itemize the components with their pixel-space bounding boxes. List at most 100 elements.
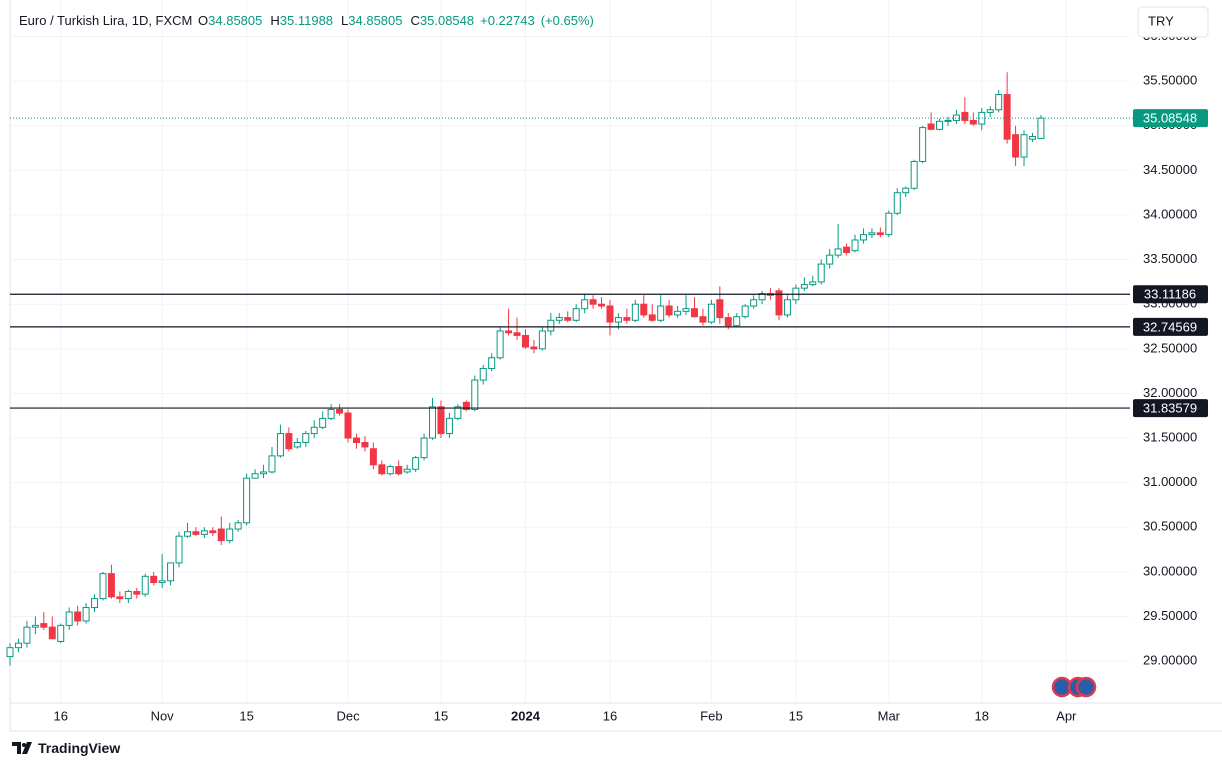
candle-body <box>65 611 73 626</box>
y-tick-label: 30.50000 <box>1143 519 1197 534</box>
candle-body <box>961 111 969 121</box>
candle-body <box>893 192 901 214</box>
candle-body <box>462 401 470 410</box>
candle-body <box>859 234 867 241</box>
candle-body <box>843 246 851 253</box>
currency-button[interactable] <box>1137 6 1209 38</box>
price-tag <box>1133 285 1208 304</box>
candle-body <box>538 330 546 350</box>
candle-body <box>876 232 884 236</box>
candle-body <box>234 522 242 530</box>
candle-body <box>505 330 513 334</box>
legend-key: C <box>410 13 420 28</box>
candle-body <box>6 647 14 658</box>
candle-body <box>302 433 310 443</box>
event-icon <box>1075 676 1097 698</box>
candle-body <box>783 299 791 316</box>
y-tick-label: 31.00000 <box>1143 474 1197 489</box>
candle-body <box>268 455 276 473</box>
candle-body <box>217 528 225 542</box>
change-percent: (+0.65%) <box>540 13 594 28</box>
brand-text: TradingView <box>38 740 121 756</box>
y-tick-label: 33.50000 <box>1143 251 1197 266</box>
candle-body <box>986 109 994 113</box>
candle-body <box>209 530 217 534</box>
candle-body <box>124 590 132 600</box>
candle-body <box>1003 94 1011 140</box>
candle-body <box>826 254 834 265</box>
candle-body <box>82 607 90 622</box>
candle-body <box>226 528 234 542</box>
last-price-tag <box>1133 109 1208 128</box>
y-tick-label: 34.50000 <box>1143 162 1197 177</box>
candle-body <box>775 290 783 316</box>
candle-body <box>1028 135 1036 140</box>
candle-body <box>995 94 1003 111</box>
x-tick-label: Dec <box>336 708 360 723</box>
candle-body <box>606 305 614 323</box>
candle-body <box>183 531 191 537</box>
candle-body <box>885 212 893 236</box>
candle-body <box>657 305 665 321</box>
candle-body <box>690 308 698 318</box>
x-tick-label: 15 <box>434 708 448 723</box>
candle-body <box>868 232 876 236</box>
candle-body <box>699 316 707 323</box>
x-tick-label: 15 <box>239 708 253 723</box>
candle-body <box>1020 134 1028 158</box>
candle-body <box>386 466 394 475</box>
legend-key: H <box>270 13 280 28</box>
legend-value: 35.08548 <box>419 13 475 28</box>
x-tick-label: 15 <box>789 708 803 723</box>
candle-body <box>614 317 622 323</box>
candle-body <box>395 466 403 475</box>
candle-body <box>969 119 977 125</box>
candle-body <box>741 305 749 318</box>
candle-body <box>488 357 496 369</box>
candle-body <box>369 448 377 466</box>
candle-body <box>285 433 293 450</box>
candle-body <box>293 441 301 448</box>
candle-body <box>944 119 952 122</box>
candle-body <box>581 299 589 310</box>
candle-body <box>564 317 572 321</box>
candle-body <box>23 626 31 644</box>
y-tick-label: 35.50000 <box>1143 73 1197 88</box>
candle-body <box>927 123 935 130</box>
currency-button-label: TRY <box>1148 13 1174 28</box>
symbol-header: Euro / Turkish Lira, 1D, FXCM O34.85805 H… <box>19 13 600 28</box>
candle-body <box>40 623 48 628</box>
candle-body <box>361 441 369 448</box>
legend-value: 35.11988 <box>279 13 334 28</box>
y-tick-label: 34.00000 <box>1143 206 1197 221</box>
x-tick-label: Apr <box>1056 708 1077 723</box>
candle-body <box>420 437 428 459</box>
candle-body <box>530 346 538 350</box>
candle-body <box>150 575 158 584</box>
legend-key: O <box>198 13 209 28</box>
y-tick-label: 32.00000 <box>1143 385 1197 400</box>
candle-body <box>251 473 259 479</box>
legend-value: 34.85805 <box>208 13 263 28</box>
candle-body <box>310 426 318 435</box>
candle-body <box>1037 117 1045 139</box>
y-tick-label: 29.00000 <box>1143 653 1197 668</box>
candle-body <box>14 642 22 649</box>
candle-body <box>598 303 606 307</box>
candle-body <box>648 314 656 321</box>
x-tick-label: Mar <box>878 708 901 723</box>
candle-body <box>445 417 453 435</box>
candle-body <box>733 316 741 327</box>
candle-body <box>57 624 65 642</box>
candle-body <box>665 305 673 316</box>
candle-body <box>809 281 817 286</box>
candle-body <box>31 624 39 628</box>
candle-body <box>319 417 327 428</box>
x-tick-label: Nov <box>151 708 175 723</box>
candle-body <box>175 535 183 564</box>
candle-body <box>707 303 715 323</box>
x-tick-label: 2024 <box>511 708 541 723</box>
price-tag-label: 33.11186 <box>1144 287 1196 302</box>
candle-body <box>978 111 986 125</box>
